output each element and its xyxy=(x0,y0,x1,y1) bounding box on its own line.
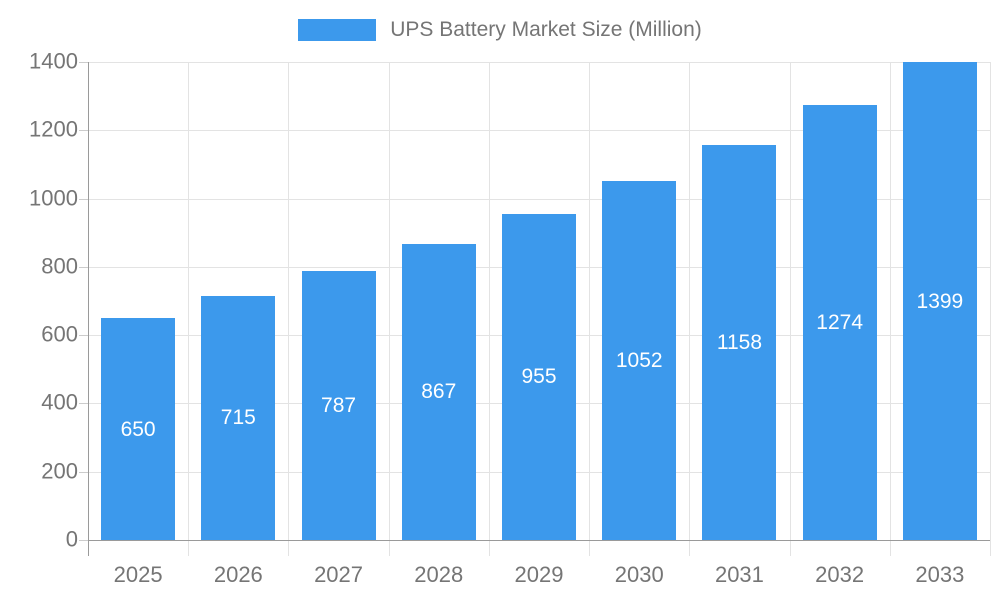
y-tick xyxy=(79,471,88,473)
x-axis-line xyxy=(88,540,990,541)
bar[interactable]: 650 xyxy=(101,318,176,540)
bar[interactable]: 787 xyxy=(301,271,376,540)
gridline-vertical xyxy=(789,62,791,556)
bar[interactable]: 1274 xyxy=(802,105,877,540)
y-axis-tick-label: 400 xyxy=(41,389,78,415)
gridline-vertical xyxy=(689,62,691,556)
legend[interactable]: UPS Battery Market Size (Million) xyxy=(0,18,1000,42)
bar-value-label: 867 xyxy=(421,380,457,404)
x-axis-tick-label: 2028 xyxy=(414,562,464,587)
x-axis-tick-label: 2027 xyxy=(314,562,364,587)
bar-value-label: 650 xyxy=(120,417,156,441)
x-axis-tick-label: 2031 xyxy=(714,562,764,587)
bar-value-label: 1052 xyxy=(615,348,663,372)
legend-swatch-icon xyxy=(298,19,377,41)
bar-value-label: 955 xyxy=(521,365,557,389)
x-axis-tick-label: 2029 xyxy=(514,562,564,587)
gridline-vertical xyxy=(990,62,991,556)
y-axis-tick-label: 1000 xyxy=(29,185,78,211)
y-axis-tick-label: 800 xyxy=(41,253,78,279)
x-axis-tick-label: 2030 xyxy=(614,562,664,587)
bar[interactable]: 867 xyxy=(401,243,476,540)
gridline-vertical xyxy=(288,62,290,556)
y-axis-tick-label: 0 xyxy=(65,526,78,552)
bar[interactable]: 1158 xyxy=(702,144,777,540)
gridline-horizontal xyxy=(88,198,990,200)
y-tick xyxy=(79,540,88,541)
bar-value-label: 1399 xyxy=(916,289,964,313)
y-axis-tick-label: 600 xyxy=(41,321,78,347)
bar[interactable]: 955 xyxy=(502,213,576,540)
gridline-horizontal xyxy=(88,62,990,63)
y-axis-line xyxy=(88,62,89,556)
y-tick xyxy=(79,335,88,337)
gridline-horizontal xyxy=(88,130,990,132)
bar-value-label: 1158 xyxy=(716,330,763,354)
y-axis-tick-label: 200 xyxy=(41,458,78,484)
bar-value-label: 1274 xyxy=(816,311,864,334)
gridline-vertical xyxy=(889,62,891,556)
gridline-vertical xyxy=(589,62,591,556)
bar[interactable]: 1052 xyxy=(602,180,677,540)
x-axis-tick-label: 2033 xyxy=(915,562,965,587)
y-tick xyxy=(79,130,88,132)
bar-value-label: 715 xyxy=(220,406,256,430)
x-axis-tick-label: 2032 xyxy=(815,562,865,587)
bar-value-label: 787 xyxy=(321,394,357,418)
gridline-vertical xyxy=(488,62,490,556)
x-axis-tick-label: 2026 xyxy=(213,562,263,587)
gridline-vertical xyxy=(188,62,190,556)
gridline-vertical xyxy=(388,62,390,556)
y-tick xyxy=(79,266,88,268)
y-axis-tick-label: 1200 xyxy=(29,116,78,142)
y-tick xyxy=(79,62,88,63)
legend-label: UPS Battery Market Size (Million) xyxy=(390,18,702,41)
x-axis-tick-label: 2025 xyxy=(113,562,163,587)
bar[interactable]: 1399 xyxy=(902,62,977,540)
y-tick xyxy=(79,403,88,405)
y-tick xyxy=(79,198,88,200)
y-axis-tick-label: 1400 xyxy=(29,48,78,74)
bar[interactable]: 715 xyxy=(201,295,276,540)
